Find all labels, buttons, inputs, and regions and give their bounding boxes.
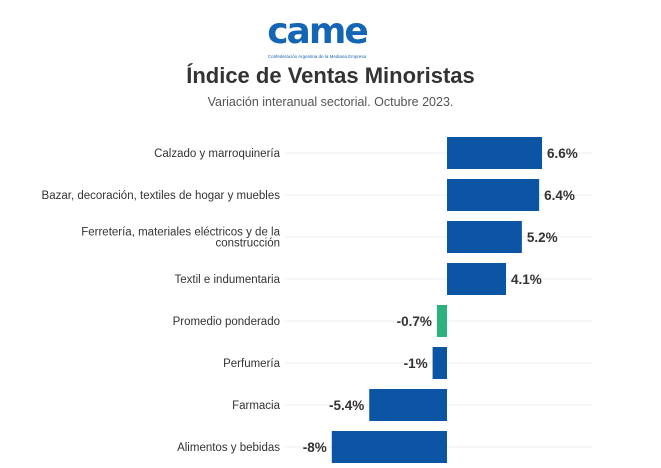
data-label: -1% xyxy=(404,356,428,371)
data-label: 5.2% xyxy=(527,230,558,245)
data-label: 4.1% xyxy=(511,272,542,287)
logo-tagline: Confederación Argentina de la Mediana Em… xyxy=(267,54,367,59)
came-logo: came Confederación Argentina de la Media… xyxy=(262,12,372,62)
data-label: -5.4% xyxy=(329,398,364,413)
category-label: Perfumería xyxy=(223,358,280,370)
bar xyxy=(432,347,447,379)
bar xyxy=(447,263,507,295)
category-label: Ferretería, materiales eléctricos y de l… xyxy=(81,227,280,250)
data-label: 6.4% xyxy=(544,188,575,203)
bar xyxy=(447,137,543,169)
bar xyxy=(447,179,540,211)
bar xyxy=(436,305,447,337)
chart-title: Índice de Ventas Minoristas xyxy=(186,63,475,88)
data-label: -0.7% xyxy=(397,314,432,329)
chart-subtitle: Variación interanual sectorial. Octubre … xyxy=(207,95,454,109)
bar xyxy=(447,221,522,253)
data-label: -8% xyxy=(303,440,327,455)
category-label: Promedio ponderado xyxy=(173,316,280,328)
data-label: 6.6% xyxy=(547,146,578,161)
category-label: Alimentos y bebidas xyxy=(177,442,280,454)
category-label: Calzado y marroquinería xyxy=(154,148,281,160)
category-label: Farmacia xyxy=(232,400,281,412)
logo-mark: came xyxy=(267,11,369,52)
bar xyxy=(369,389,447,421)
category-label: Textil e indumentaria xyxy=(175,274,281,286)
category-label: Bazar, decoración, textiles de hogar y m… xyxy=(42,190,281,202)
bar xyxy=(331,431,447,463)
